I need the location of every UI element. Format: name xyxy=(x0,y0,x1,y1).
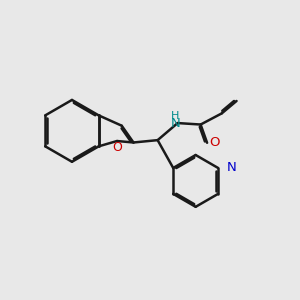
Text: N: N xyxy=(226,161,236,175)
Text: H: H xyxy=(171,111,179,121)
Text: O: O xyxy=(209,136,220,149)
Text: N: N xyxy=(170,117,180,130)
Text: O: O xyxy=(112,141,122,154)
